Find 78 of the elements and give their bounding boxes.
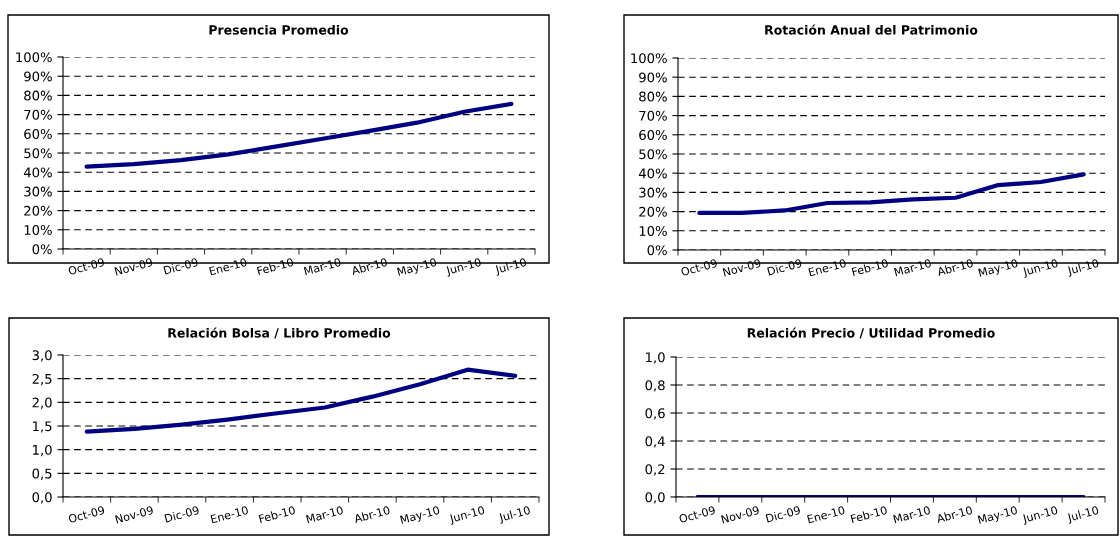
x-tick-label: Jul-10 [498, 505, 532, 524]
x-tick-label: Jul-10 [494, 257, 528, 276]
y-tick-label: 1,5 [33, 421, 52, 433]
y-tick-label: 90% [639, 72, 667, 83]
line-series [84, 367, 518, 434]
y-tick-label: 40% [638, 168, 667, 179]
y-tick-label: 80% [24, 90, 52, 101]
x-tick-label: Oct-09 [68, 505, 105, 524]
y-tick-label: 10% [639, 226, 667, 236]
y-tick-label: 2,0 [32, 397, 52, 409]
x-tick-label: Dic-09 [765, 505, 801, 523]
y-tick-label: 0,5 [32, 468, 52, 480]
x-tick-label: Feb-10 [256, 257, 294, 276]
x-tick-label: Nov-09 [722, 258, 762, 277]
y-tick-label: 20% [24, 205, 52, 216]
y-tick-label: 50% [639, 149, 667, 160]
y-tick-label: 70% [24, 109, 52, 120]
line-series [697, 172, 1086, 216]
y-tick-label: 30% [639, 187, 667, 198]
y-tick-label: 70% [639, 110, 667, 121]
y-tick-label: 0,0 [32, 492, 52, 504]
y-tick-label: 90% [24, 71, 52, 82]
x-tick-label: Jul-10 [1066, 258, 1100, 277]
y-tick-label: 60% [639, 130, 667, 140]
x-tick-label: Nov-09 [114, 257, 153, 276]
x-tick-label: Mar-10 [303, 257, 342, 276]
x-tick-label: Oct-09 [678, 505, 716, 524]
y-tick-label: 60% [24, 129, 52, 139]
x-tick-label: Mar-10 [305, 505, 344, 524]
x-tick-label: Dic-09 [164, 505, 200, 523]
x-tick-label: Mar-10 [893, 505, 931, 524]
x-tick-label: Ene-10 [209, 257, 248, 276]
y-tick-label: 0,0 [645, 492, 665, 504]
y-tick-label: 0% [647, 245, 667, 256]
y-tick-label: 10% [24, 225, 52, 235]
x-tick-label: Oct-09 [67, 257, 105, 276]
x-tick-label: Dic-09 [767, 258, 803, 276]
y-tick-label: 0% [32, 244, 52, 255]
x-tick-label: Feb-10 [258, 505, 296, 524]
y-tick-label: 100% [631, 53, 667, 64]
y-tick-label: 40% [23, 167, 52, 178]
y-tick-label: 0,2 [645, 464, 665, 476]
x-tick-label: Oct-09 [680, 258, 718, 277]
y-tick-label: 1,0 [646, 352, 665, 364]
x-tick-label: Nov-09 [720, 505, 760, 524]
y-tick-label: 3,0 [32, 350, 52, 362]
y-tick-label: 0,4 [645, 436, 665, 448]
x-tick-label: Nov-09 [115, 505, 154, 524]
x-tick-label: Feb-10 [851, 258, 889, 277]
chart-title: Relación Bolsa / Libro Promedio [168, 327, 391, 339]
x-tick-label: Ene-10 [807, 505, 846, 524]
x-tick-label: Abr-10 [350, 257, 388, 276]
x-tick-label: May-10 [978, 258, 1019, 280]
y-tick-label: 20% [639, 206, 667, 217]
x-tick-label: May-10 [396, 257, 438, 279]
y-tick-label: 1,0 [33, 444, 52, 457]
x-tick-label: Feb-10 [850, 505, 888, 524]
chart-title: Rotación Anual del Patrimonio [765, 24, 978, 35]
x-tick-label: Abr-10 [353, 505, 391, 524]
y-tick-label: 0,8 [645, 380, 665, 392]
x-tick-label: Mar-10 [894, 258, 932, 277]
y-tick-label: 30% [24, 186, 52, 197]
line-series [84, 101, 514, 169]
x-tick-label: Abr-10 [936, 258, 974, 277]
x-tick-label: Dic-09 [163, 257, 199, 275]
y-tick-label: 80% [639, 91, 667, 102]
y-tick-label: 0,6 [645, 408, 665, 420]
chart-title: Presencia Promedio [209, 24, 349, 35]
x-tick-label: Jul-10 [1066, 505, 1100, 524]
x-tick-label: Ene-10 [808, 258, 847, 277]
x-tick-label: Abr-10 [935, 505, 973, 524]
y-tick-label: 100% [16, 52, 52, 63]
x-tick-label: Ene-10 [210, 505, 249, 524]
chart-title: Relación Precio / Utilidad Promedio [747, 327, 995, 339]
x-tick-label: May-10 [399, 505, 441, 527]
y-tick-label: 2,5 [32, 373, 52, 386]
y-tick-label: 50% [24, 148, 52, 159]
x-tick-label: May-10 [977, 505, 1019, 527]
